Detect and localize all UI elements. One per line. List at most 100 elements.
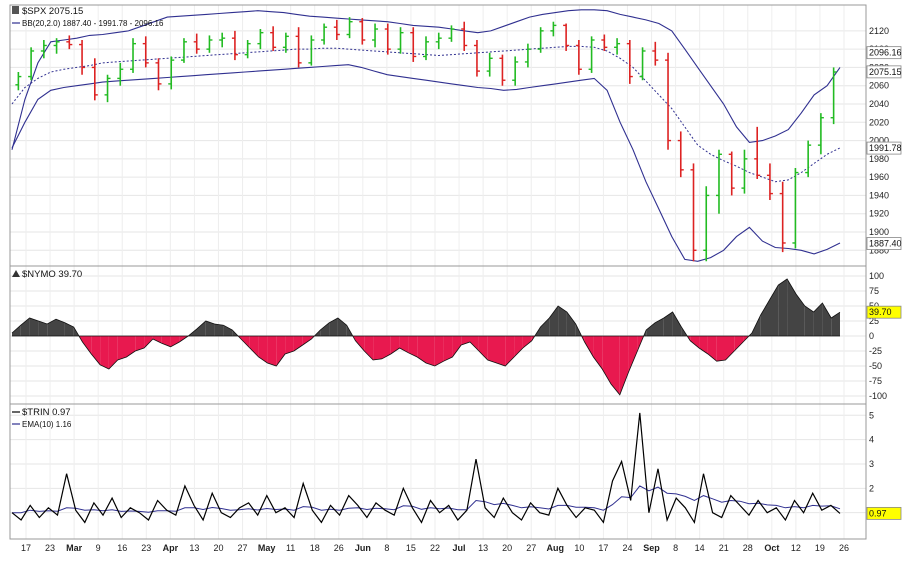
ohlc-bar — [155, 58, 162, 91]
y-axes: 2120210020802060204020202000198019601940… — [866, 26, 902, 520]
nymo-area-segment — [108, 336, 118, 369]
y-tick-label: 1980 — [869, 154, 889, 164]
y-tick-label: 25 — [869, 316, 879, 326]
nymo-area-segment — [646, 322, 655, 336]
nymo-area-segment — [82, 336, 92, 354]
nymo-area-segment — [56, 319, 65, 336]
ohlc-bar — [524, 43, 531, 68]
ohlc-bar — [206, 35, 213, 53]
x-tick-label: 28 — [743, 543, 753, 553]
ohlc-bar — [512, 56, 519, 86]
area-legend-icon — [12, 270, 20, 277]
badge-box — [866, 65, 902, 79]
ohlc-bar — [830, 67, 837, 125]
nymo-area-segment — [144, 336, 153, 348]
ohlc-bar — [614, 38, 621, 55]
nymo-area-segment — [293, 336, 303, 351]
ohlc-bar — [104, 74, 111, 103]
nymo-area-segment — [540, 318, 550, 336]
nymo-area-segment — [690, 336, 700, 348]
badge-value: 2075.15 — [869, 67, 902, 77]
nymo-area-segment — [29, 318, 39, 336]
ohlc-bar — [652, 41, 659, 66]
nymo-area-segment — [417, 336, 426, 363]
nymo-area-segment — [505, 336, 515, 366]
gridlines — [10, 5, 866, 539]
badge-value: 1991.78 — [869, 143, 902, 153]
x-tick-label: Jun — [355, 543, 371, 553]
nymo-plot — [11, 278, 841, 396]
ohlc-bar — [321, 23, 328, 45]
ohlc-bar — [766, 163, 773, 200]
last-value-badge: 1991.78 — [866, 141, 902, 155]
nymo-area-segment — [100, 336, 109, 369]
ohlc-bar — [79, 40, 86, 75]
ohlc-bar — [333, 19, 340, 40]
x-tick-label: 12 — [791, 543, 801, 553]
y-tick-label: -50 — [869, 361, 882, 371]
nymo-area-segment — [38, 321, 48, 336]
badge-box — [866, 237, 902, 250]
ohlc-bar — [754, 126, 761, 179]
x-tick-label: May — [258, 543, 276, 553]
ohlc-bar — [626, 40, 633, 84]
nymo-area-segment — [470, 336, 479, 351]
nymo-area-segment — [302, 336, 312, 345]
nymo-legend-text: $NYMO 39.70 — [22, 269, 82, 280]
badge-value: 39.70 — [869, 307, 892, 317]
ohlc-bar — [715, 149, 722, 214]
x-tick-label: 19 — [815, 543, 825, 553]
x-tick-label: 24 — [622, 543, 632, 553]
nymo-area-segment — [258, 336, 268, 363]
badge-box — [866, 141, 902, 155]
ohlc-bar — [703, 186, 710, 262]
ohlc-bar — [193, 33, 200, 54]
nymo-area-segment — [655, 318, 664, 336]
nymo-line — [11, 278, 841, 396]
nymo-area-segment — [126, 336, 136, 357]
trin-panel-frame — [9, 403, 867, 540]
nymo-area-segment — [796, 294, 805, 336]
nymo-area-segment — [170, 336, 180, 347]
ohlc-bar — [473, 40, 480, 77]
nymo-area-segment — [443, 336, 453, 362]
x-tick-label: 9 — [96, 543, 101, 553]
ohlc-bar — [665, 52, 672, 150]
ohlc-bar — [448, 25, 455, 42]
nymo-area-segment — [787, 279, 796, 336]
nymo-area-segment — [20, 318, 30, 336]
x-tick-label: 26 — [839, 543, 849, 553]
nymo-area-segment — [329, 318, 338, 336]
x-tick-label: 18 — [310, 543, 320, 553]
x-tick-label: 16 — [117, 543, 127, 553]
ema-legend-text: EMA(10) 1.16 — [22, 420, 72, 429]
nymo-area-segment — [725, 336, 735, 360]
y-tick-label: 2020 — [869, 117, 889, 127]
nymo-area-segment — [769, 285, 779, 336]
y-tick-label: 2040 — [869, 99, 889, 109]
nymo-area-segment — [241, 336, 250, 348]
y-tick-label: 2000 — [869, 136, 889, 146]
ohlc-bar — [282, 32, 289, 53]
y-tick-label: 1880 — [869, 245, 889, 255]
nymo-area-segment — [285, 336, 294, 354]
nymo-area-segment — [487, 336, 497, 363]
last-value-badge: 1887.40 — [866, 237, 902, 250]
y-tick-label: 1920 — [869, 209, 889, 219]
y-tick-label: 2 — [869, 483, 874, 493]
bollinger-upper-band — [11, 9, 841, 150]
ohlc-bar — [270, 26, 277, 51]
last-value-badge: 39.70 — [866, 305, 902, 319]
badge-value: 0.97 — [869, 508, 887, 518]
x-tick-label: 21 — [719, 543, 729, 553]
ohlc-bar — [142, 36, 149, 68]
ohlc-bar — [372, 23, 379, 48]
y-tick-label: 1900 — [869, 227, 889, 237]
ohlc-bar — [308, 35, 315, 66]
x-tick-label: 22 — [430, 543, 440, 553]
badge-box — [866, 506, 902, 520]
y-tick-label: 1940 — [869, 190, 889, 200]
nymo-area-segment — [135, 336, 145, 351]
ohlc-bar — [346, 17, 353, 39]
